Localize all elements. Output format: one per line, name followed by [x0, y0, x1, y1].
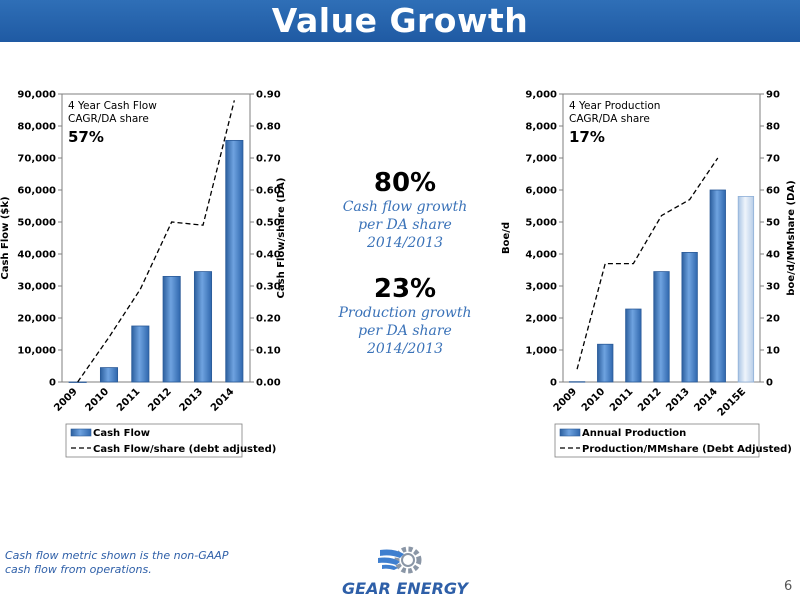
prod-x-tick-label: 2009: [552, 386, 579, 413]
cf-y-axis-label: Cash Flow ($k): [0, 196, 11, 279]
production-growth-value: 23%: [373, 274, 437, 304]
production-growth-line2: per DA share: [358, 323, 452, 339]
cf-y-tick-label: 0: [49, 378, 56, 389]
prod-y2-tick-label: 0: [766, 378, 773, 389]
prod-legend-label-line: Production/MMshare (Debt Adjusted): [582, 444, 792, 455]
brand-name: GEAR ENERGY: [342, 579, 469, 598]
prod-x-tick-label: 2010: [580, 386, 607, 413]
cf-bar: [162, 275, 181, 383]
gear-energy-logo: GEAR ENERGY: [342, 546, 469, 598]
production-growth-line3: 2014/2013: [367, 341, 443, 357]
cf-legend-swatch-bar: [70, 428, 92, 437]
footnote: Cash flow metric shown is the non-GAAP c…: [5, 549, 229, 576]
prod-series-line: [576, 157, 719, 370]
prod-bar: [568, 381, 586, 383]
prod-y2-axis-label: boe/d/MMshare (DA): [786, 180, 797, 295]
cf-y2-axis-label: Cash Flow/share (DA): [276, 178, 287, 299]
prod-legend-label-bar: Annual Production: [582, 428, 686, 439]
prod-annotation-box: [568, 97, 666, 149]
prod-x-tick-label: 2015E: [716, 386, 748, 418]
cf-y-tick-label: 70,000: [17, 154, 56, 165]
cf-annotation-box: [67, 97, 165, 149]
production-growth-line1: Production growth: [338, 305, 472, 321]
prod-y-tick-label: 5,000: [525, 218, 557, 229]
prod-y-tick-label: 2,000: [525, 314, 557, 325]
cf-bar: [99, 367, 119, 383]
prod-annotation-value: 17%: [569, 128, 605, 146]
prod-y-tick-label: 4,000: [525, 250, 557, 261]
cf-annotation-line2: CAGR/DA share: [68, 113, 149, 125]
cash-flow-growth-value: 80%: [373, 168, 437, 198]
page-title: Value Growth: [271, 1, 529, 40]
prod-x-tick-label: 2011: [608, 386, 635, 413]
prod-bar: [625, 308, 642, 383]
cf-y-tick-label: 50,000: [17, 218, 56, 229]
cf-y2-tick-label: 0.30: [256, 282, 281, 293]
prod-y2-tick-label: 40: [766, 250, 780, 261]
cf-y-tick-label: 40,000: [17, 250, 56, 261]
prod-y-tick-label: 0: [550, 378, 557, 389]
prod-y-tick-label: 7,000: [525, 154, 557, 165]
cf-bar: [225, 139, 244, 383]
cf-y2-tick-label: 0.50: [256, 218, 281, 229]
prod-y2-tick-label: 80: [766, 122, 780, 133]
prod-legend-swatch-bar: [559, 428, 581, 437]
prod-x-tick-label: 2012: [636, 386, 663, 413]
cf-y-tick-label: 10,000: [17, 346, 56, 357]
prod-y-tick-label: 1,000: [525, 346, 557, 357]
cf-plot-frame: [61, 93, 251, 383]
prod-y2-tick-label: 20: [766, 314, 780, 325]
production-growth-callout: 23% Production growth per DA share 2014/…: [320, 274, 490, 358]
cf-y-tick-label: 20,000: [17, 314, 56, 325]
cf-bar: [131, 325, 150, 383]
prod-y2-tick-label: 30: [766, 282, 780, 293]
cf-annotation-line1: 4 Year Cash Flow: [68, 100, 157, 112]
prod-y-tick-label: 6,000: [525, 186, 557, 197]
cf-y2-tick-label: 0.10: [256, 346, 281, 357]
cash-flow-growth-line1: Cash flow growth: [342, 199, 468, 215]
prod-annotation-line2: CAGR/DA share: [569, 113, 650, 125]
prod-y2-tick-label: 50: [766, 218, 780, 229]
prod-y2-tick-label: 90: [766, 90, 780, 101]
prod-y-tick-label: 3,000: [525, 282, 557, 293]
prod-y-tick-label: 8,000: [525, 122, 557, 133]
cf-y2-tick-label: 0.80: [256, 122, 281, 133]
cf-bar: [193, 271, 213, 383]
cf-annotation-value: 57%: [68, 128, 104, 146]
cf-y2-tick-label: 0.20: [256, 314, 281, 325]
gear-icon: [378, 546, 422, 574]
prod-bar: [653, 271, 670, 383]
cash-flow-growth-line3: 2014/2013: [367, 235, 443, 251]
cf-y-tick-label: 80,000: [17, 122, 56, 133]
cf-y-tick-label: 90,000: [17, 90, 56, 101]
prod-bar: [737, 195, 755, 383]
cf-legend-box: [65, 423, 243, 458]
cf-y2-tick-label: 0.00: [256, 378, 281, 389]
cf-y2-tick-label: 0.60: [256, 186, 281, 197]
prod-y-axis-label: Boe/d: [501, 222, 512, 254]
prod-bar: [597, 343, 614, 383]
cf-y2-tick-label: 0.40: [256, 250, 281, 261]
cf-legend-label-bar: Cash Flow: [93, 428, 150, 439]
cf-y-tick-label: 30,000: [17, 282, 56, 293]
cash-flow-growth-line2: per DA share: [358, 217, 452, 233]
cf-y2-tick-label: 0.70: [256, 154, 281, 165]
prod-y2-tick-label: 60: [766, 186, 780, 197]
prod-legend-box: [554, 423, 760, 458]
prod-bar: [709, 189, 726, 383]
prod-y-tick-label: 9,000: [525, 90, 557, 101]
prod-bar: [681, 251, 698, 383]
prod-y2-tick-label: 10: [766, 346, 780, 357]
prod-annotation-line1: 4 Year Production: [569, 100, 660, 112]
cf-legend-label-line: Cash Flow/share (debt adjusted): [93, 444, 276, 455]
cf-y2-tick-label: 0.90: [256, 90, 281, 101]
cash-flow-growth-callout: 80% Cash flow growth per DA share 2014/2…: [320, 168, 490, 252]
cf-y-tick-label: 60,000: [17, 186, 56, 197]
page-number: 6: [784, 579, 793, 594]
prod-x-tick-label: 2013: [664, 386, 691, 413]
title-banner: Value Growth: [0, 0, 800, 42]
prod-y2-tick-label: 70: [766, 154, 780, 165]
